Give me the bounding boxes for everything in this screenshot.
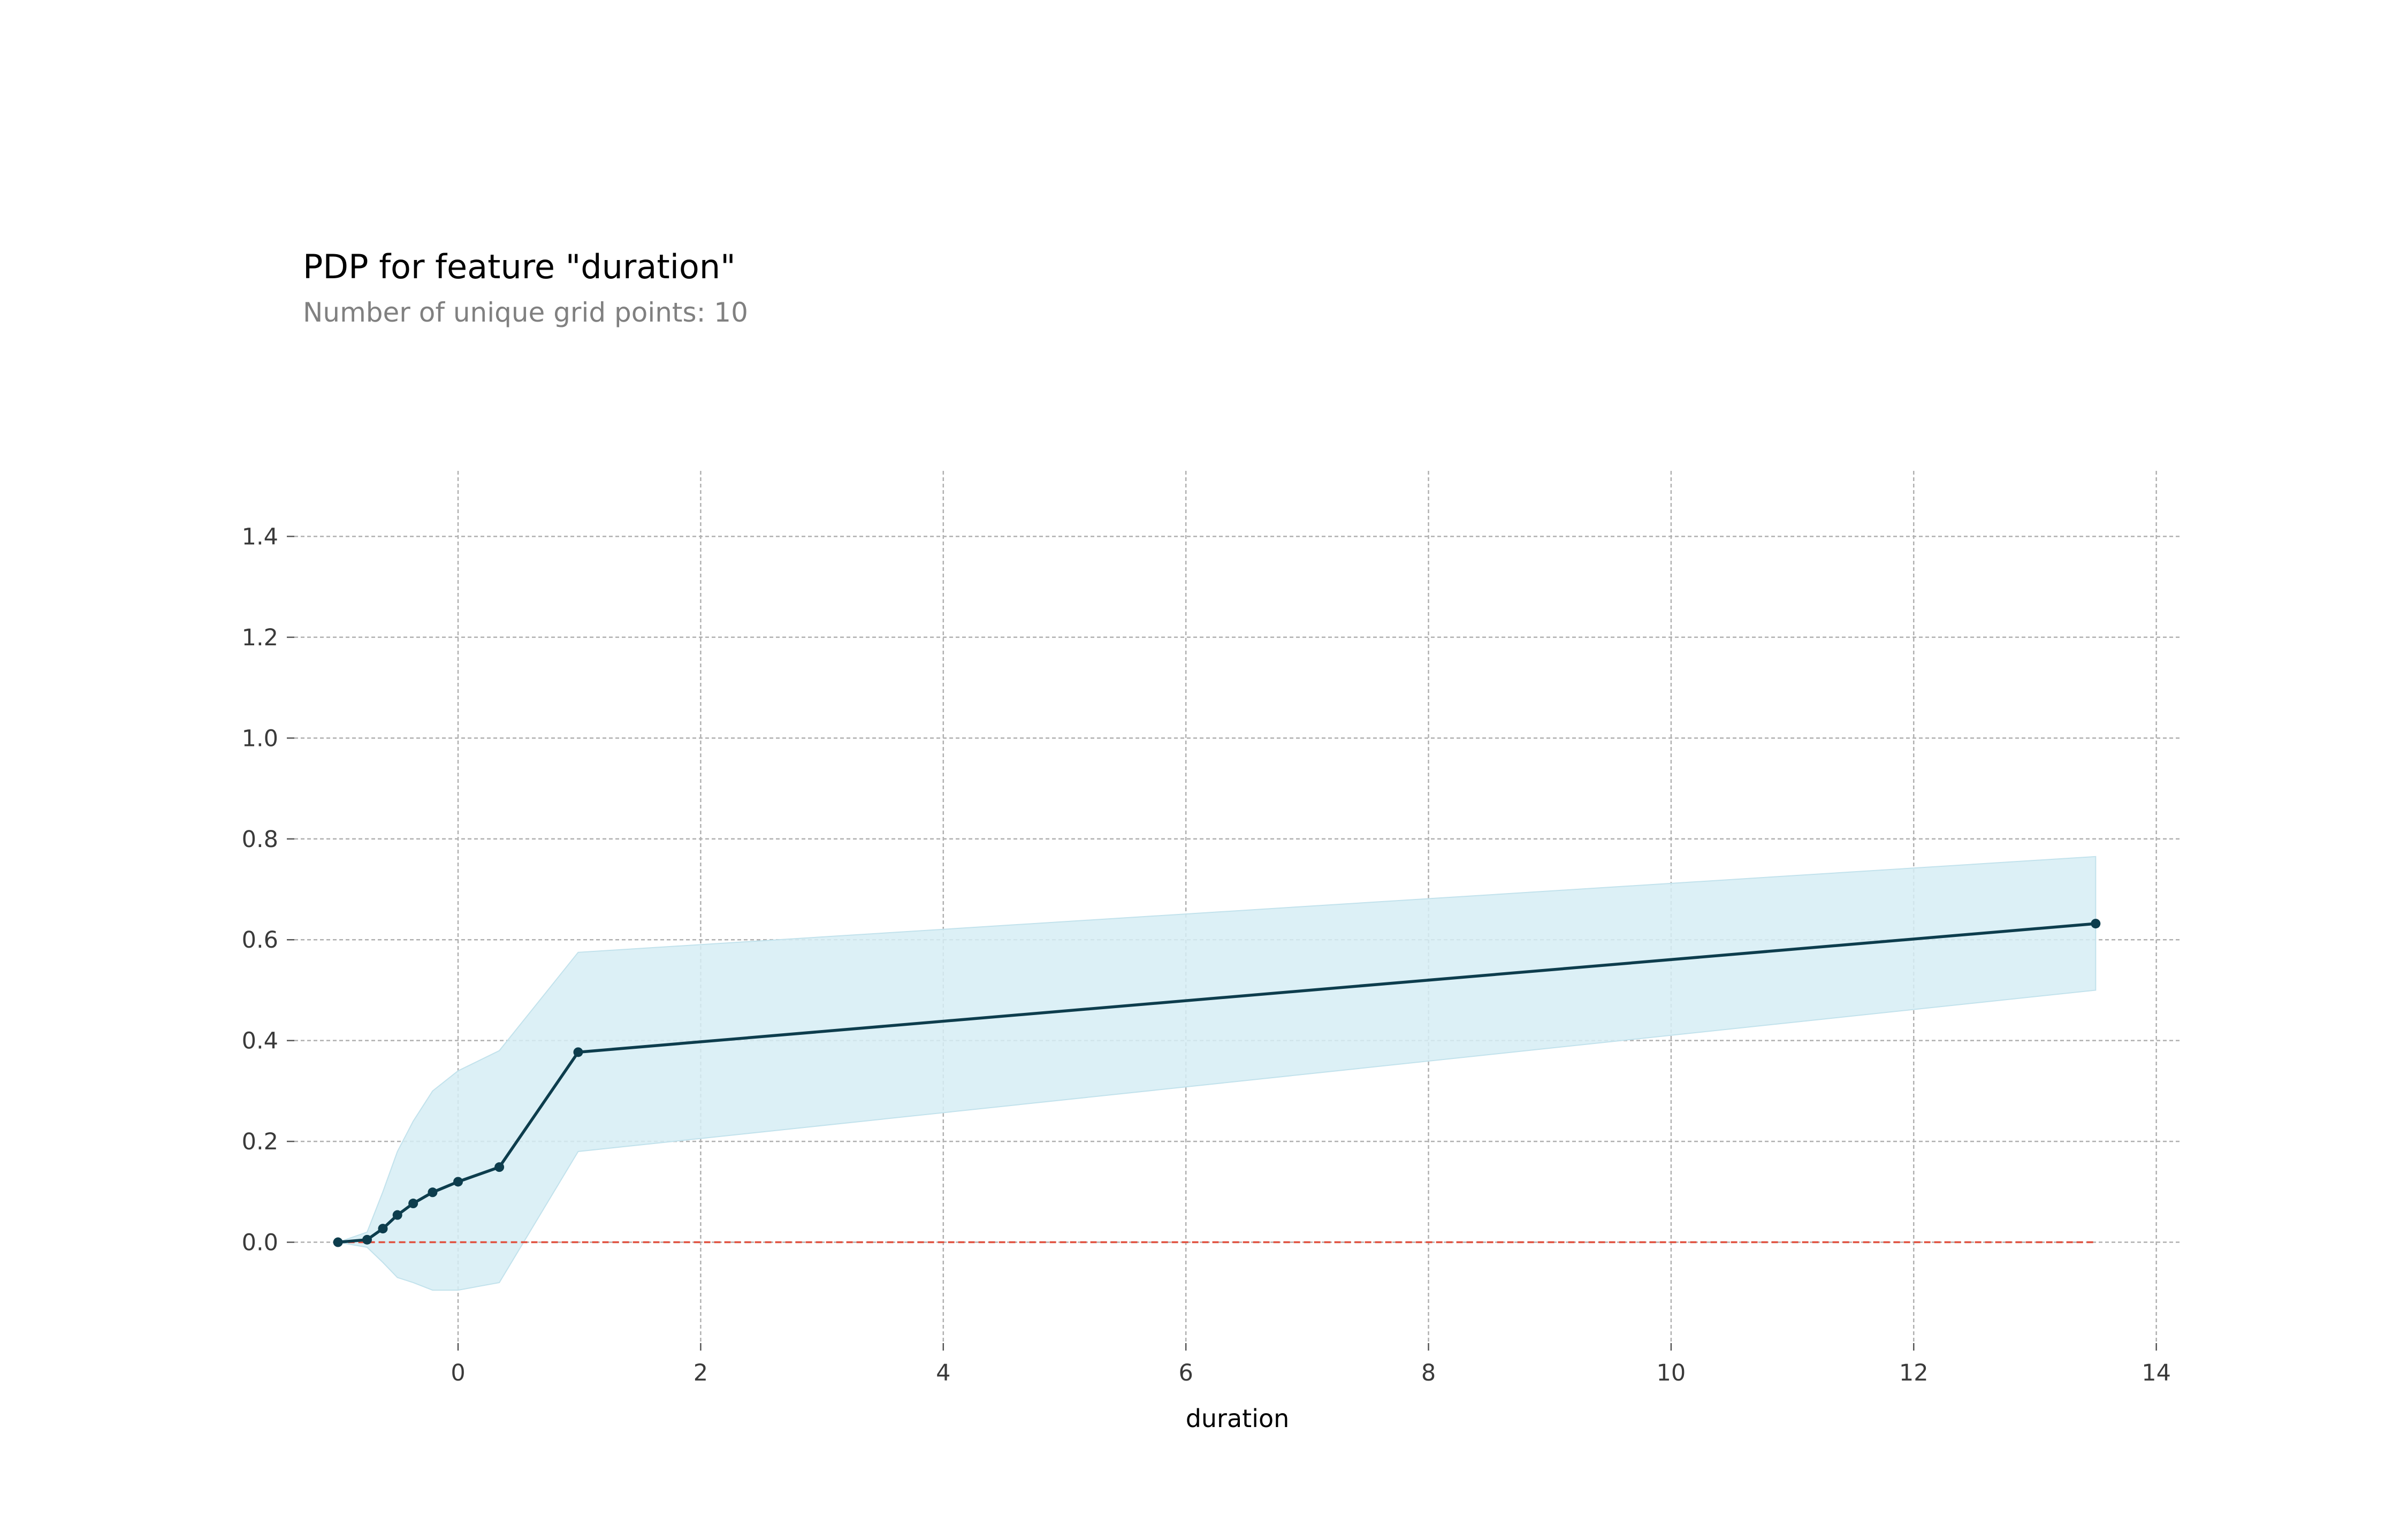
y-tick-label: 1.2 bbox=[242, 624, 278, 651]
pdp-point bbox=[573, 1047, 583, 1057]
y-tick-label: 0.4 bbox=[242, 1028, 278, 1055]
x-tick-label: 2 bbox=[694, 1360, 708, 1386]
pdp-point bbox=[378, 1224, 388, 1234]
pdp-point-layer bbox=[333, 919, 2101, 1247]
pdp-point bbox=[2091, 919, 2101, 929]
y-tick-label: 0.6 bbox=[242, 927, 278, 954]
x-tick-label: 6 bbox=[1178, 1360, 1193, 1386]
y-tick-label: 1.4 bbox=[242, 523, 278, 550]
pdp-point bbox=[362, 1234, 372, 1245]
y-tick-label: 1.0 bbox=[242, 725, 278, 752]
x-tick-label: 4 bbox=[936, 1360, 950, 1386]
x-axis-label: duration bbox=[1186, 1404, 1290, 1433]
x-tick-label: 0 bbox=[451, 1360, 465, 1386]
pdp-point bbox=[453, 1177, 463, 1187]
x-tick-label: 8 bbox=[1421, 1360, 1436, 1386]
x-tick-label: 10 bbox=[1657, 1360, 1686, 1386]
confidence-band bbox=[338, 856, 2097, 1291]
y-tick-label: 0.8 bbox=[242, 826, 278, 853]
chart-subtitle: Number of unique grid points: 10 bbox=[303, 297, 748, 328]
pdp-point bbox=[428, 1187, 438, 1198]
pdp-point bbox=[408, 1199, 418, 1209]
y-tick-label: 0.0 bbox=[242, 1230, 278, 1256]
pdp-point bbox=[494, 1162, 505, 1172]
pdp-line bbox=[338, 922, 2096, 1244]
confidence-band-layer bbox=[338, 856, 2097, 1291]
tick-label-layer: 0 2 4 6 8 10 12 14 0.0 0.2 0.4 0.6 0.8 1.0 1.2 1.4 bbox=[242, 523, 2171, 1386]
chart-title: PDP for feature "duration" bbox=[303, 247, 736, 286]
x-tick-label: 12 bbox=[1899, 1360, 1929, 1386]
pdp-point bbox=[333, 1237, 343, 1247]
pdp-line-layer bbox=[338, 922, 2096, 1244]
pdp-point bbox=[392, 1210, 402, 1220]
y-tick-label: 0.2 bbox=[242, 1128, 278, 1155]
x-tick-label: 14 bbox=[2142, 1360, 2171, 1386]
